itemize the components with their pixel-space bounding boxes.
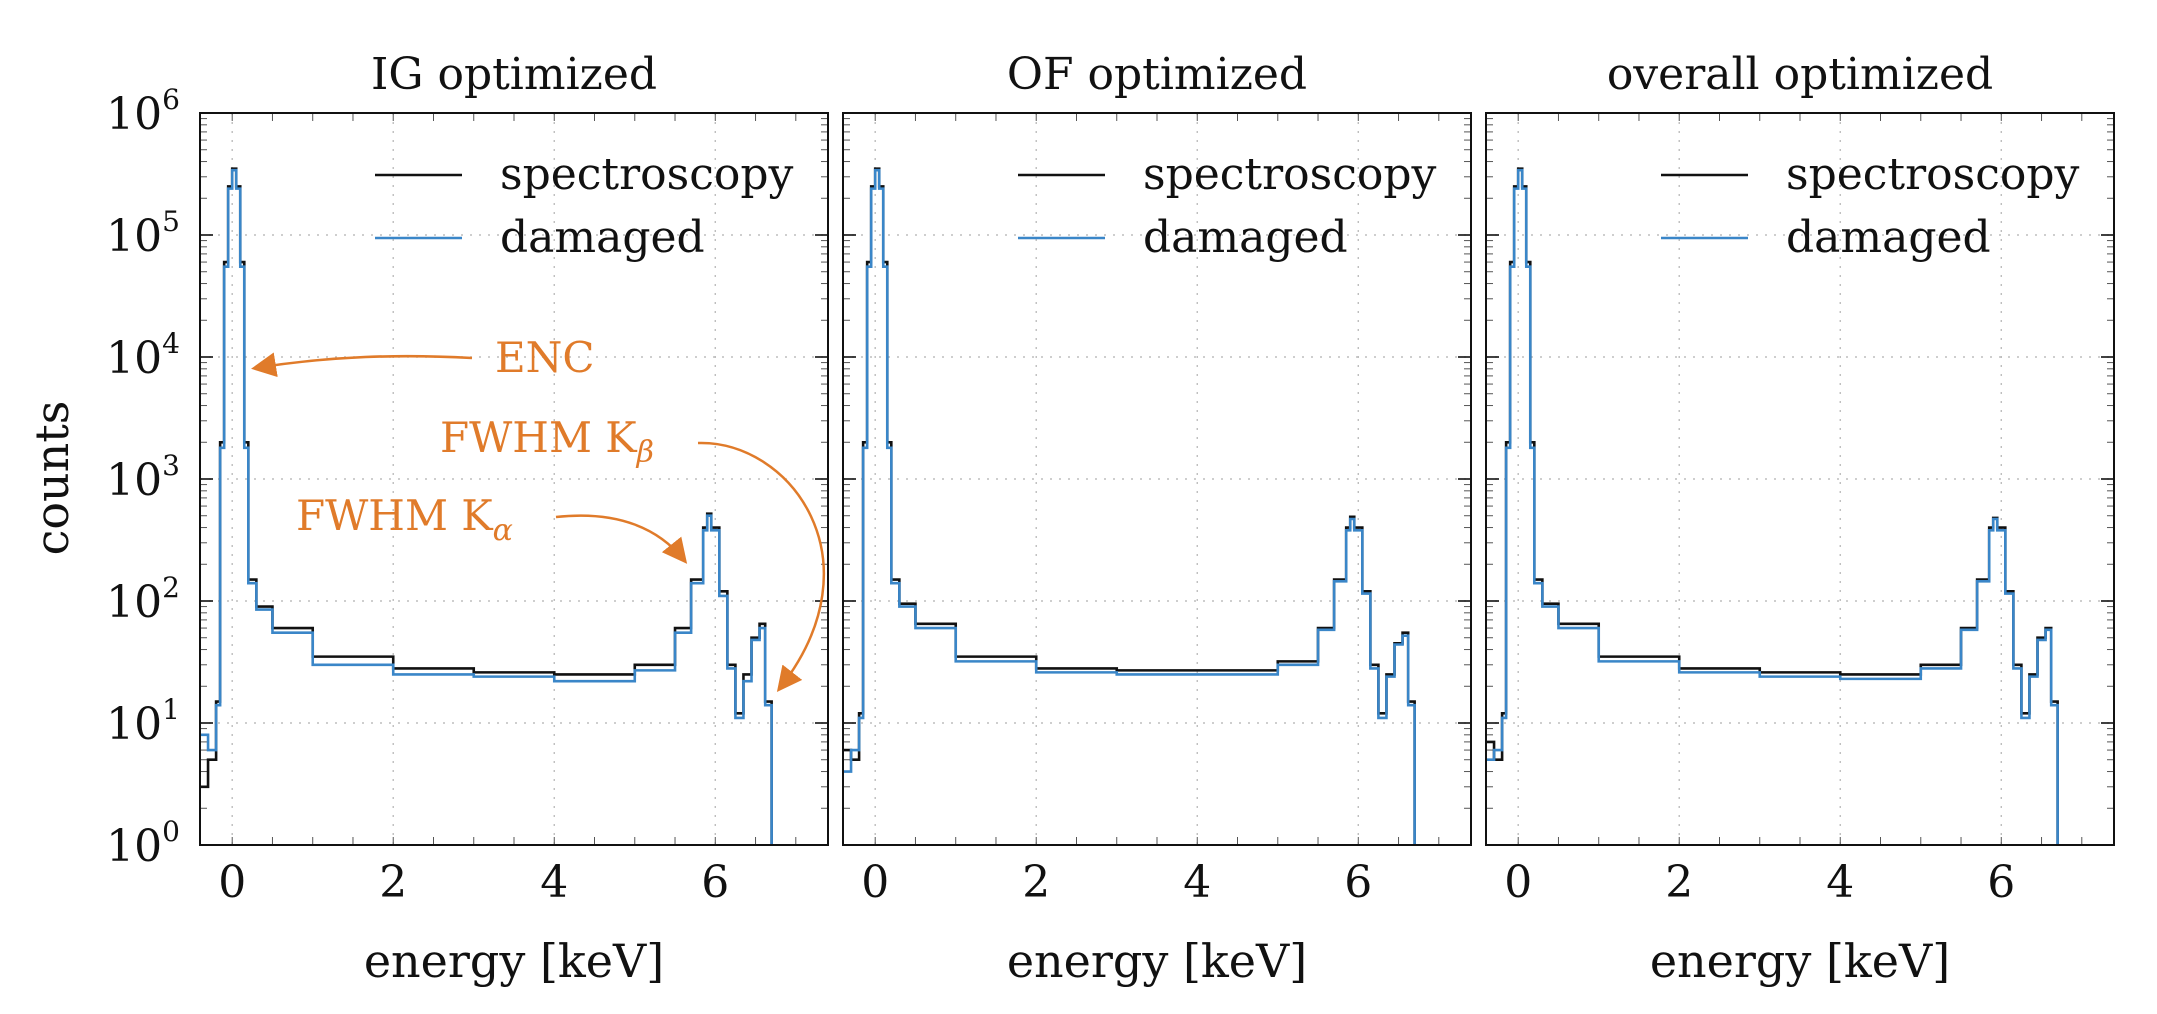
plot-frame <box>1485 112 2115 846</box>
annotation-fwhm-kbeta-arrow <box>697 441 825 692</box>
annotation-fwhm-kbeta-subscript: β <box>636 435 654 470</box>
y-tick-base: 10 <box>106 333 162 384</box>
y-tick-exponent: 3 <box>162 449 180 482</box>
series-line-damaged <box>843 168 1416 845</box>
y-tick-label: 103 <box>106 449 180 506</box>
y-tick-exponent: 0 <box>162 815 180 848</box>
y-axis-label: counts <box>25 401 79 556</box>
y-tick-label: 106 <box>106 83 180 140</box>
x-tick-label: 4 <box>1183 857 1211 908</box>
annotation-fwhm-kalpha-arrow <box>555 514 688 564</box>
y-tick-exponent: 5 <box>162 205 180 238</box>
plot-frame <box>199 112 829 846</box>
x-tick-label: 6 <box>1987 857 2015 908</box>
series-line-spectroscopy <box>843 167 1416 845</box>
y-tick-label: 105 <box>106 205 180 262</box>
x-axis-label: energy [keV] <box>1650 934 1950 988</box>
y-tick-base: 10 <box>106 455 162 506</box>
y-tick-base: 10 <box>106 211 162 262</box>
x-tick-label: 0 <box>1504 857 1532 908</box>
y-tick-base: 10 <box>106 699 162 750</box>
x-tick-label: 6 <box>701 857 729 908</box>
panel-title: IG optimized <box>371 49 657 100</box>
y-tick-exponent: 2 <box>162 571 180 604</box>
legend-label-damaged: damaged <box>500 212 705 263</box>
x-tick-label: 0 <box>218 857 246 908</box>
panel-title: OF optimized <box>1007 49 1307 100</box>
x-tick-label: 0 <box>861 857 889 908</box>
annotation-fwhm-kbeta: FWHM Kβ <box>440 413 654 470</box>
annotation-fwhm-kalpha-text: FWHM K <box>296 491 494 540</box>
x-tick-label: 4 <box>1826 857 1854 908</box>
series-line-damaged <box>200 168 773 845</box>
panel-title: overall optimized <box>1607 49 1993 100</box>
legend-label-damaged: damaged <box>1786 212 1991 263</box>
x-tick-label: 2 <box>379 857 407 908</box>
y-tick-exponent: 4 <box>162 327 180 360</box>
y-tick-base: 10 <box>106 821 162 872</box>
x-tick-label: 2 <box>1022 857 1050 908</box>
annotation-fwhm-kalpha-subscript: α <box>493 513 513 548</box>
legend-label-spectroscopy: spectroscopy <box>1786 149 2080 200</box>
x-tick-label: 2 <box>1665 857 1693 908</box>
y-tick-label: 100 <box>106 815 180 872</box>
legend-label-spectroscopy: spectroscopy <box>500 149 794 200</box>
annotation-enc-arrow <box>251 352 473 378</box>
y-tick-label: 104 <box>106 327 180 384</box>
y-tick-base: 10 <box>106 577 162 628</box>
y-tick-base: 10 <box>106 89 162 140</box>
legend-label-spectroscopy: spectroscopy <box>1143 149 1437 200</box>
x-axis-label: energy [keV] <box>1007 934 1307 988</box>
panel-overall-optimized: 0 2 4 6 overall optimized energy [keV] spectro… <box>1485 49 2115 988</box>
y-tick-exponent: 1 <box>162 693 180 726</box>
x-tick-label: 4 <box>540 857 568 908</box>
legend-label-damaged: damaged <box>1143 212 1348 263</box>
y-tick-label: 101 <box>106 693 180 750</box>
y-tick-label: 102 <box>106 571 180 628</box>
x-axis-label: energy [keV] <box>364 934 664 988</box>
panel-of-optimized: 0 2 4 6 OF optimized energy [keV] spectroscopy… <box>842 49 1472 988</box>
series-line-spectroscopy <box>1486 167 2059 845</box>
series-line-damaged <box>1486 168 2059 845</box>
annotation-fwhm-kalpha: FWHM Kα <box>296 491 513 548</box>
y-tick-exponent: 6 <box>162 83 180 116</box>
annotation-enc: ENC <box>495 333 595 382</box>
plot-frame <box>842 112 1472 846</box>
x-tick-label: 6 <box>1344 857 1372 908</box>
annotation-fwhm-kbeta-text: FWHM K <box>440 413 638 462</box>
annotations: ENC FWHM Kβ FWHM Kα <box>251 333 825 692</box>
